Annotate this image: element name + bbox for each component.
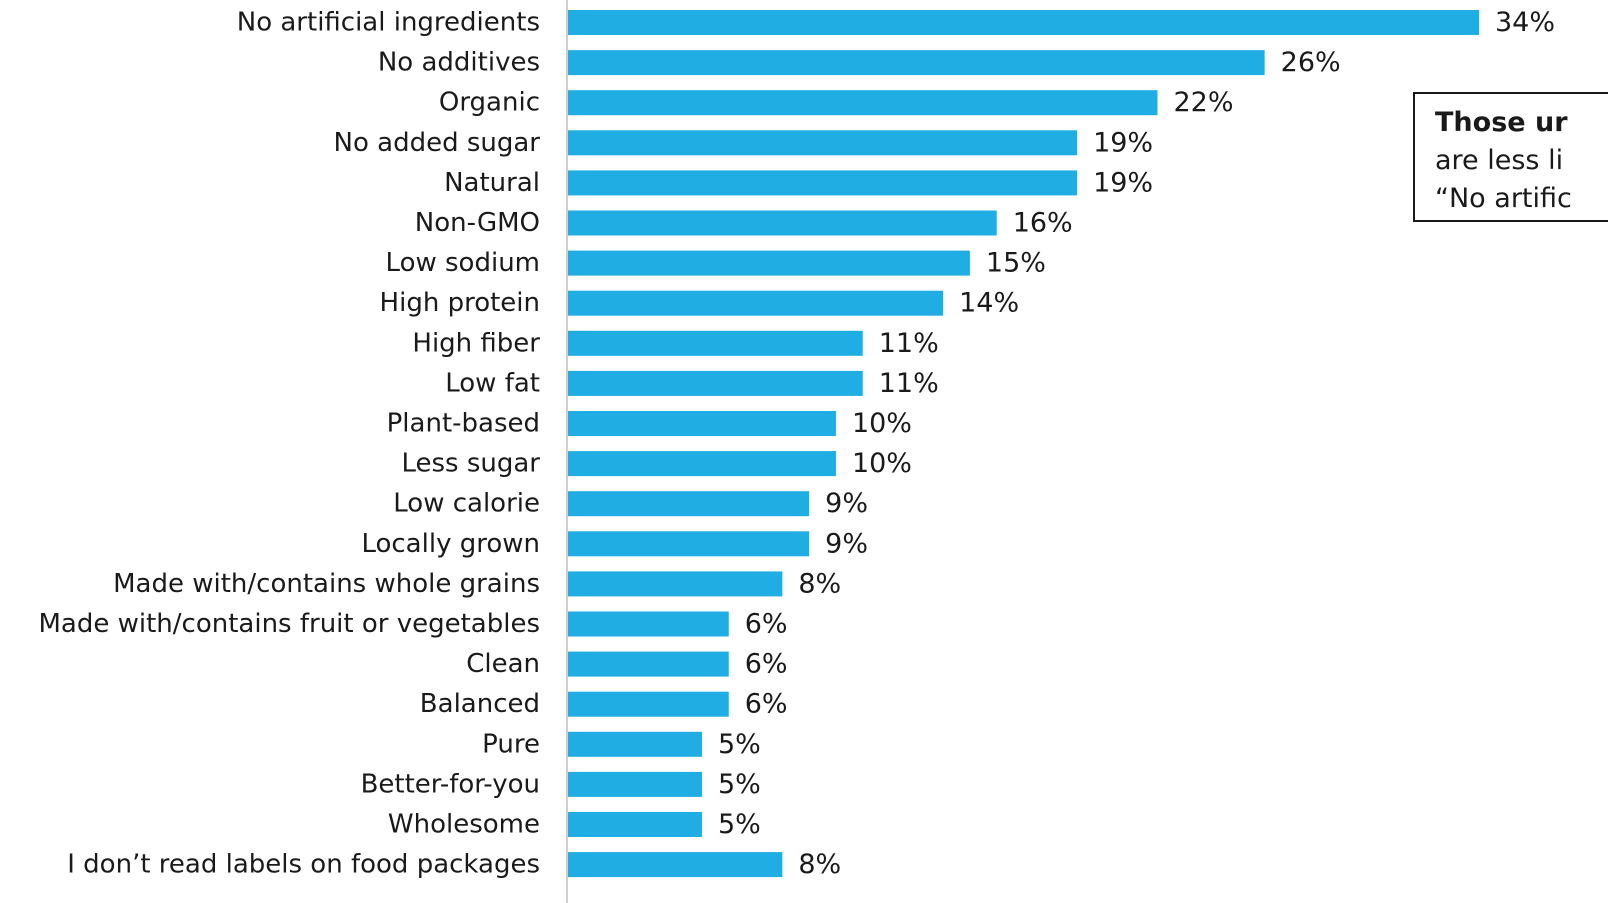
value-label-non-gmo: 16% — [1013, 208, 1073, 239]
category-label-organic: Organic — [439, 88, 540, 118]
value-label-made-with-contains-whole-grains: 8% — [798, 568, 841, 599]
value-label-low-fat: 11% — [879, 368, 939, 399]
category-label-clean: Clean — [466, 649, 540, 679]
value-label-made-with-contains-fruit-or-vegetables: 6% — [745, 609, 788, 640]
bar-wholesome — [568, 812, 702, 837]
value-label-low-sodium: 15% — [986, 248, 1046, 279]
callout-line-2: are less li — [1435, 145, 1564, 176]
bar-made-with-contains-whole-grains — [568, 571, 783, 597]
category-label-i-don-t-read-labels-on-food-packages: I don’t read labels on food packages — [67, 850, 540, 880]
value-label-organic: 22% — [1173, 87, 1233, 118]
bar-made-with-contains-fruit-or-vegetables — [568, 611, 729, 637]
value-label-less-sugar: 10% — [852, 448, 912, 479]
callout-line-3: “No artific — [1435, 183, 1572, 214]
bar-no-additives — [568, 50, 1265, 76]
category-label-no-additives: No additives — [378, 48, 540, 78]
category-label-less-sugar: Less sugar — [401, 449, 540, 479]
category-label-low-fat: Low fat — [445, 368, 540, 398]
category-label-better-for-you: Better-for-you — [361, 769, 540, 799]
bar-no-artificial-ingredients — [568, 10, 1479, 35]
value-label-wholesome: 5% — [718, 809, 761, 840]
bar-plant-based — [568, 411, 836, 436]
bar-organic — [568, 90, 1158, 116]
value-label-clean: 6% — [745, 649, 788, 680]
value-label-high-fiber: 11% — [879, 328, 939, 359]
category-label-made-with-contains-fruit-or-vegetables: Made with/contains fruit or vegetables — [38, 609, 540, 639]
bar-i-don-t-read-labels-on-food-packages — [568, 852, 783, 878]
value-label-better-for-you: 5% — [718, 769, 761, 800]
value-label-natural: 19% — [1093, 167, 1153, 198]
bar-non-gmo — [568, 210, 997, 236]
category-label-non-gmo: Non-GMO — [415, 208, 540, 238]
category-label-wholesome: Wholesome — [388, 810, 540, 840]
bar-high-protein — [568, 290, 944, 316]
bar-natural — [568, 170, 1078, 196]
category-label-locally-grown: Locally grown — [361, 529, 540, 559]
bar-low-fat — [568, 370, 863, 396]
category-label-no-added-sugar: No added sugar — [334, 128, 541, 158]
category-label-natural: Natural — [444, 168, 540, 198]
value-label-no-additives: 26% — [1281, 47, 1341, 78]
bar-low-calorie — [568, 491, 810, 517]
value-label-plant-based: 10% — [852, 408, 912, 439]
bar-locally-grown — [568, 531, 810, 557]
bar-high-fiber — [568, 330, 863, 356]
value-label-pure: 5% — [718, 729, 761, 760]
bar-balanced — [568, 691, 729, 717]
value-label-high-protein: 14% — [959, 288, 1019, 319]
value-label-i-don-t-read-labels-on-food-packages: 8% — [798, 849, 841, 880]
bar-better-for-you — [568, 771, 702, 797]
category-label-low-sodium: Low sodium — [386, 248, 540, 278]
category-label-low-calorie: Low calorie — [393, 489, 540, 519]
callout-line-1: Those ur — [1435, 107, 1568, 138]
bar-no-added-sugar — [568, 130, 1078, 156]
category-label-high-protein: High protein — [380, 288, 540, 318]
category-label-high-fiber: High fiber — [412, 328, 540, 358]
value-label-no-artificial-ingredients: 34% — [1495, 7, 1555, 38]
bar-low-sodium — [568, 250, 970, 276]
value-label-low-calorie: 9% — [825, 488, 868, 519]
category-label-plant-based: Plant-based — [387, 409, 540, 439]
bar-clean — [568, 651, 729, 677]
category-label-balanced: Balanced — [420, 689, 540, 719]
value-label-no-added-sugar: 19% — [1093, 127, 1153, 158]
callout-box: Those ur are less li “No artific — [1413, 92, 1608, 222]
category-label-no-artificial-ingredients: No artificial ingredients — [237, 8, 540, 38]
bar-less-sugar — [568, 451, 836, 477]
bar-pure — [568, 731, 702, 757]
category-label-pure: Pure — [482, 729, 540, 759]
value-label-locally-grown: 9% — [825, 528, 868, 559]
value-label-balanced: 6% — [745, 689, 788, 720]
category-label-made-with-contains-whole-grains: Made with/contains whole grains — [113, 569, 540, 599]
